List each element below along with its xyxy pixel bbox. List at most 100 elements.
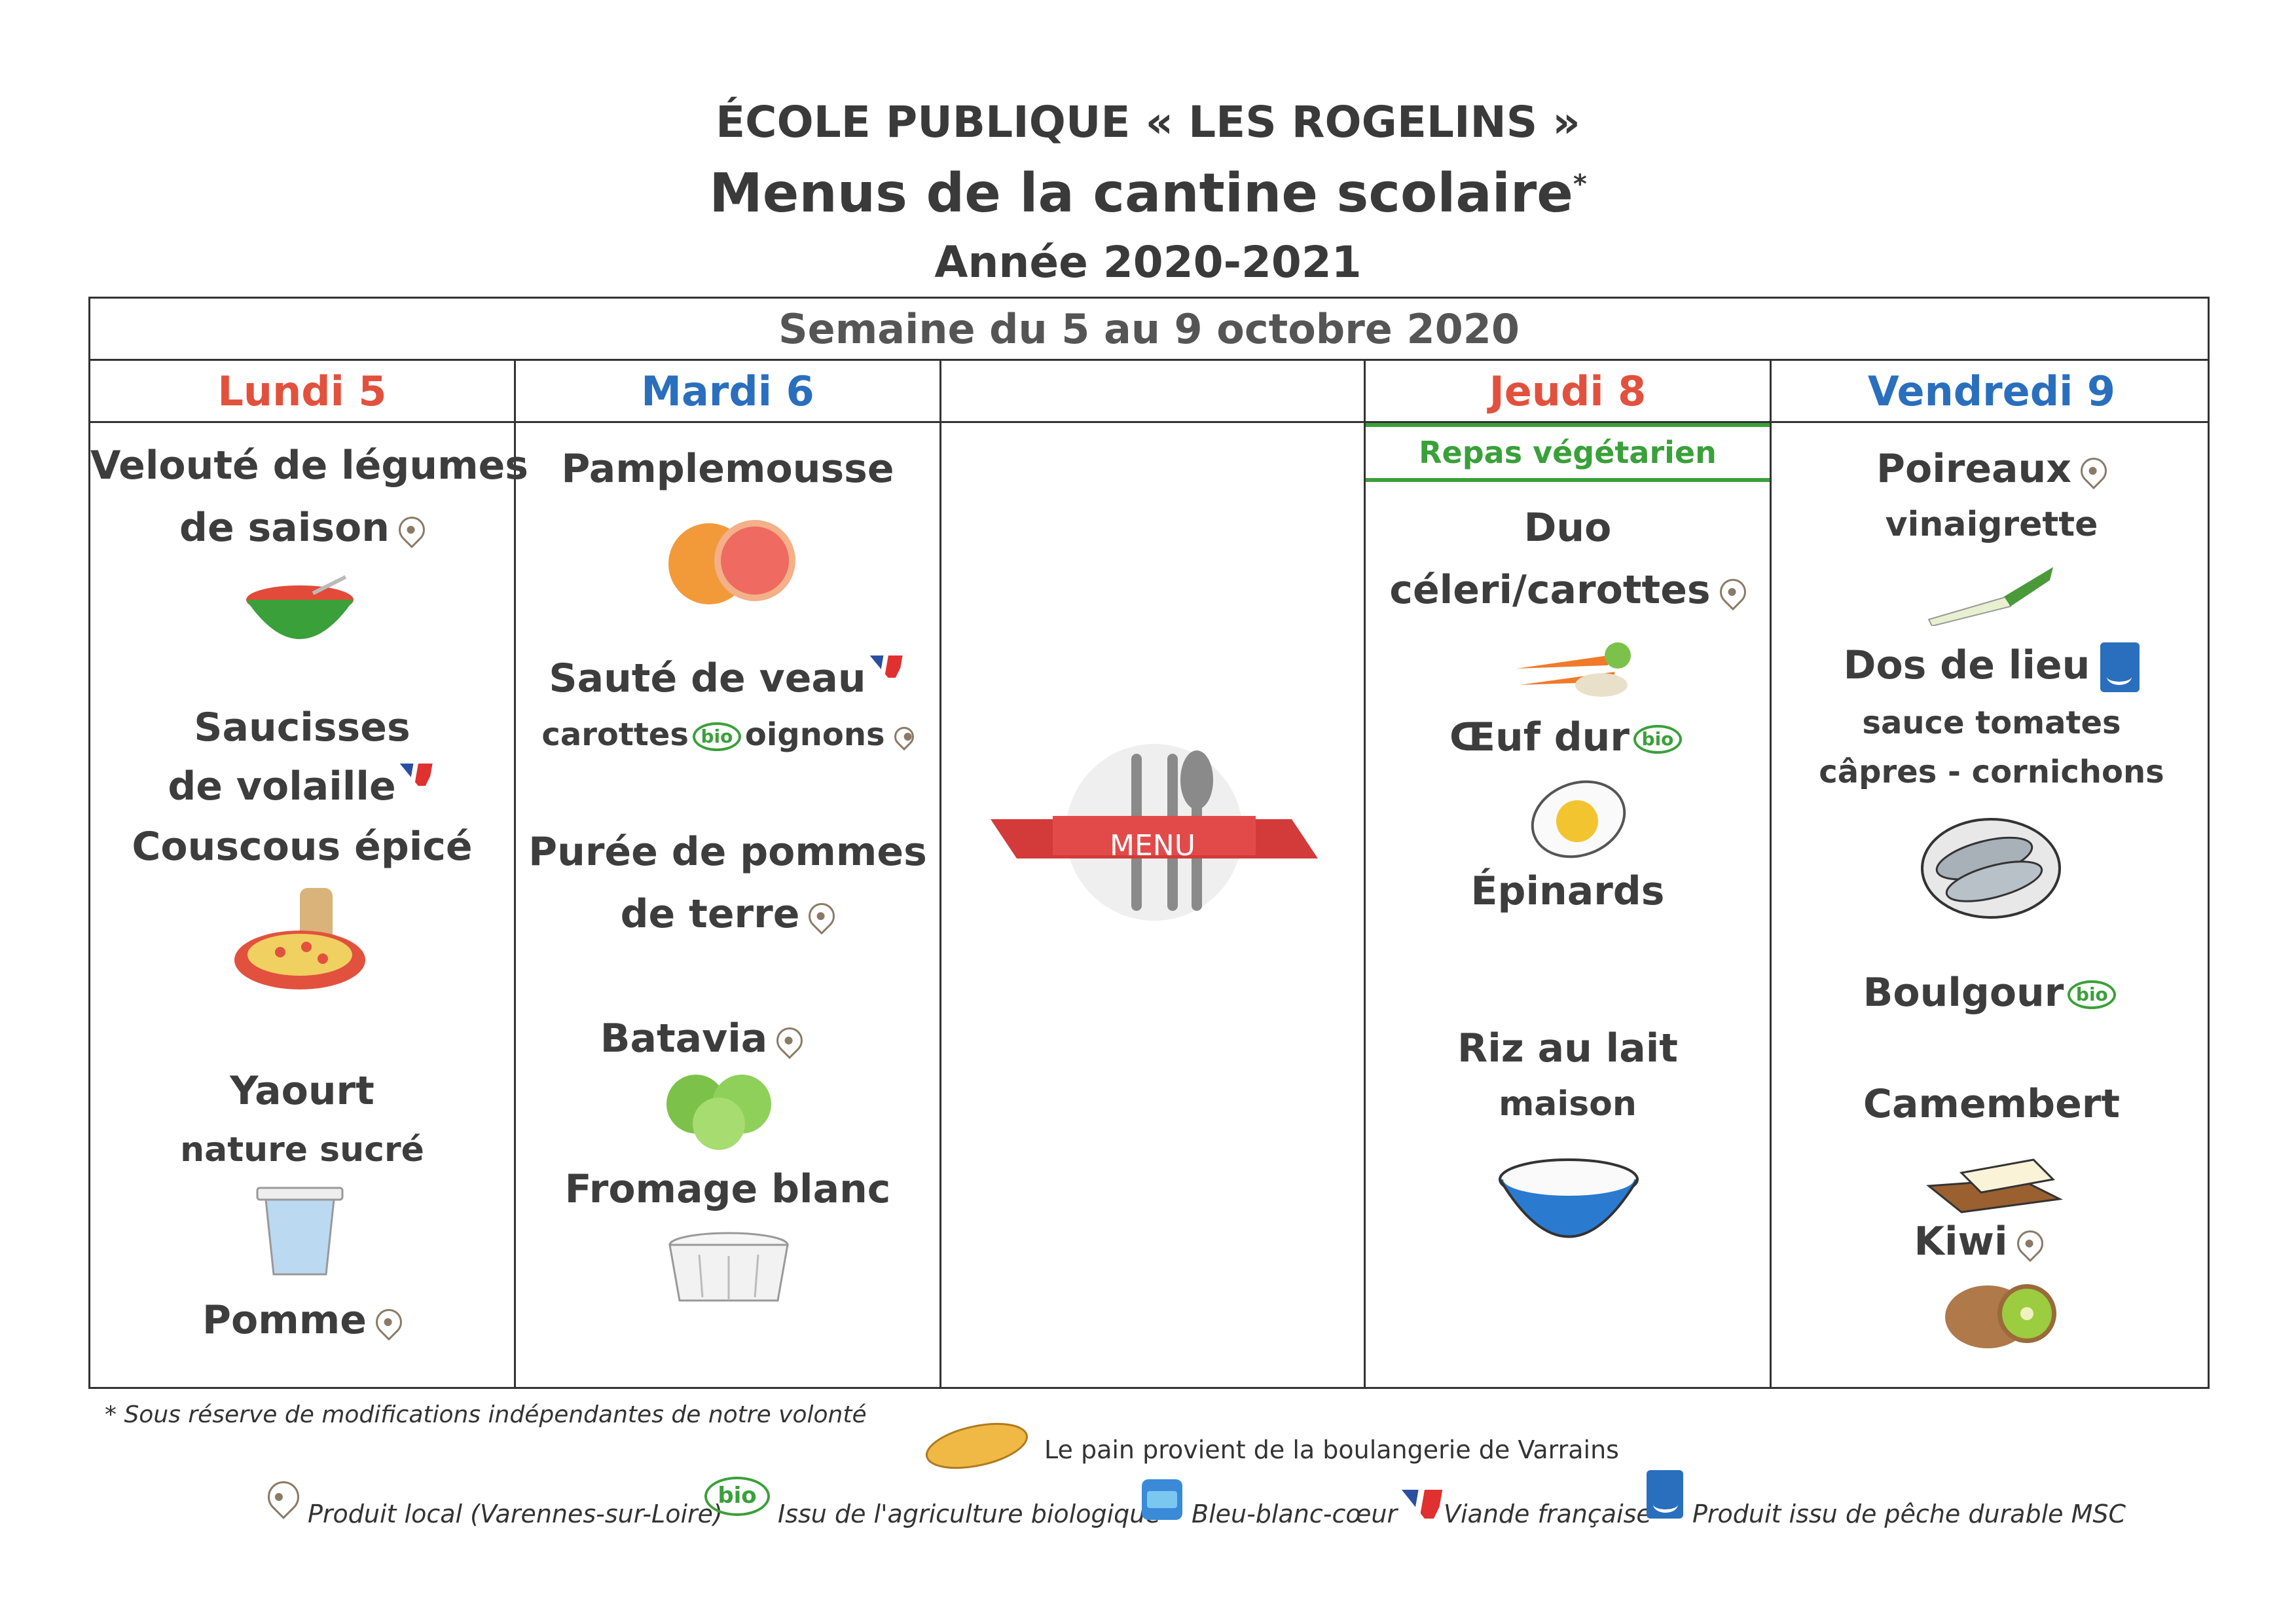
legend-msc: Produit issu de pêche durable MSC: [1692, 1500, 2126, 1528]
column-thursday: Repas végétarien Duo céleri/carottes Œuf…: [1366, 423, 1770, 1387]
day-header-monday: Lundi 5: [217, 367, 387, 415]
local-product-icon: [393, 511, 431, 549]
local-product-icon: [890, 722, 918, 751]
week-label: Semaine du 5 au 9 octobre 2020: [778, 305, 1520, 353]
menu-item: Purée de pommes: [528, 829, 927, 875]
menu-item: Riz au lait: [1457, 1025, 1678, 1071]
msc-label-icon: [2100, 642, 2140, 693]
menu-item: Dos de lieu: [1772, 642, 2212, 693]
local-product-icon: [2011, 1225, 2049, 1263]
local-product-icon: [803, 898, 841, 935]
menu-item-text: Pomme: [202, 1297, 367, 1343]
legend-organic: Issu de l'agriculture biologique: [778, 1500, 1161, 1528]
menu-item: Duo: [1523, 505, 1612, 551]
page-title: Menus de la cantine scolaire*: [0, 162, 2296, 225]
legend-local: Produit local (Varennes-sur-Loire): [308, 1500, 723, 1528]
column-tuesday: Pamplemousse Sauté de veau carottes bio oi…: [516, 423, 939, 1387]
local-product-icon: [1714, 574, 1751, 611]
lettuce-icon: [666, 1075, 771, 1150]
menu-banner-label: MENU: [1110, 829, 1195, 862]
footnote: * Sous réserve de modifications indépend…: [105, 1401, 867, 1428]
menu-item: Camembert: [1863, 1081, 2121, 1127]
divider: [90, 421, 2208, 423]
local-product-icon: [370, 1304, 408, 1341]
local-product-icon: [771, 1022, 809, 1060]
msc-label-icon: [1647, 1470, 1683, 1519]
vegetarian-band: Repas végétarien: [1366, 423, 1770, 482]
menu-item: vinaigrette: [1885, 505, 2098, 544]
local-product-icon: [261, 1475, 306, 1519]
menu-item: Poireaux: [1772, 446, 2212, 492]
menu-item: Pomme: [90, 1297, 514, 1343]
menu-item: de terre: [516, 891, 939, 937]
divider: [90, 359, 2208, 361]
menu-item: Yaourt: [230, 1068, 374, 1114]
rice-pudding-icon: [1499, 1158, 1639, 1238]
menu-banner-icon: [991, 744, 1318, 921]
soup-bowl-icon: [246, 575, 354, 639]
menu-item-text: Poireaux: [1876, 446, 2071, 492]
organic-icon: bio: [1633, 725, 1682, 754]
legend-french-meat: Viande française: [1444, 1500, 1652, 1528]
menu-item: Boulgour bio: [1772, 970, 2212, 1016]
bleu-blanc-coeur-icon: [1142, 1479, 1182, 1520]
grapefruit-icon: [668, 520, 795, 604]
local-product-icon: [2075, 452, 2113, 490]
divider: [939, 359, 941, 1389]
french-meat-icon: [1402, 1490, 1448, 1519]
menu-item-text: Œuf dur: [1449, 714, 1630, 760]
divider: [1364, 359, 1366, 1389]
menu-item-text: de saison: [179, 505, 390, 551]
menu-item-text: Kiwi: [1914, 1219, 2008, 1264]
menu-item: de saison: [90, 505, 514, 551]
column-monday: Velouté de légumes de saison Saucisses d…: [90, 423, 528, 1387]
column-wednesday: MENU: [941, 423, 1364, 1387]
school-name: ÉCOLE PUBLIQUE « LES ROGELINS »: [716, 97, 1580, 147]
menu-item-text: céleri/carottes: [1389, 567, 1711, 613]
day-header-thursday: Jeudi 8: [1489, 367, 1647, 415]
divider: [514, 359, 516, 1389]
menu-item: Kiwi: [1758, 1219, 2198, 1264]
bread-note: Le pain provient de la boulangerie de Va…: [1044, 1435, 1619, 1464]
organic-icon: bio: [704, 1477, 770, 1516]
menu-item: carottes bio oignons: [516, 716, 939, 753]
menu-item: Batavia: [490, 1016, 913, 1061]
title-footnote-mark: *: [1573, 169, 1587, 200]
menu-item-text: oignons: [744, 716, 885, 753]
organic-icon: bio: [692, 722, 741, 751]
couscous-icon: [234, 888, 365, 989]
menu-table: Semaine du 5 au 9 octobre 2020 Lundi 5 M…: [88, 297, 2210, 1389]
leek-icon: [1927, 567, 2053, 626]
menu-item: Sauté de veau: [516, 655, 939, 701]
menu-item: Épinards: [1470, 868, 1665, 914]
kiwi-icon: [1945, 1284, 2056, 1348]
cheese-board-icon: [1926, 1158, 2064, 1213]
menu-item-text: Boulgour: [1863, 970, 2064, 1016]
carrots-celery-icon: [1516, 642, 1631, 697]
menu-item: Saucisses: [194, 705, 410, 750]
cream-cheese-icon: [668, 1232, 789, 1302]
menu-item-text: Batavia: [600, 1016, 768, 1061]
french-meat-icon: [869, 655, 907, 678]
menu-item: Couscous épicé: [132, 824, 473, 870]
yogurt-icon: [256, 1187, 344, 1276]
day-header-tuesday: Mardi 6: [641, 367, 814, 415]
menu-item: Œuf dur bio: [1366, 714, 1770, 760]
menu-item: de volaille: [90, 764, 514, 809]
menu-item-text: de terre: [620, 891, 800, 937]
column-friday: Poireaux vinaigrette Dos de lieu sauce t…: [1772, 423, 2212, 1387]
day-header-wednesday: [941, 361, 1364, 422]
day-header-friday: Vendredi 9: [1867, 367, 2116, 415]
organic-icon: bio: [2068, 980, 2117, 1010]
menu-item: maison: [1499, 1084, 1637, 1124]
menu-item: Velouté de légumes: [90, 443, 528, 489]
boiled-egg-icon: [1531, 780, 1626, 858]
menu-item-text: carottes: [541, 716, 689, 753]
menu-item: nature sucré: [180, 1130, 424, 1170]
legend-bleu-blanc-coeur: Bleu-blanc-cœur: [1192, 1500, 1398, 1528]
page-title-text: Menus de la cantine scolaire: [709, 162, 1573, 225]
menu-item: céleri/carottes: [1366, 567, 1770, 613]
menu-item-text: de volaille: [168, 764, 396, 809]
menu-item-text: Sauté de veau: [549, 655, 866, 701]
french-meat-icon: [399, 764, 437, 786]
